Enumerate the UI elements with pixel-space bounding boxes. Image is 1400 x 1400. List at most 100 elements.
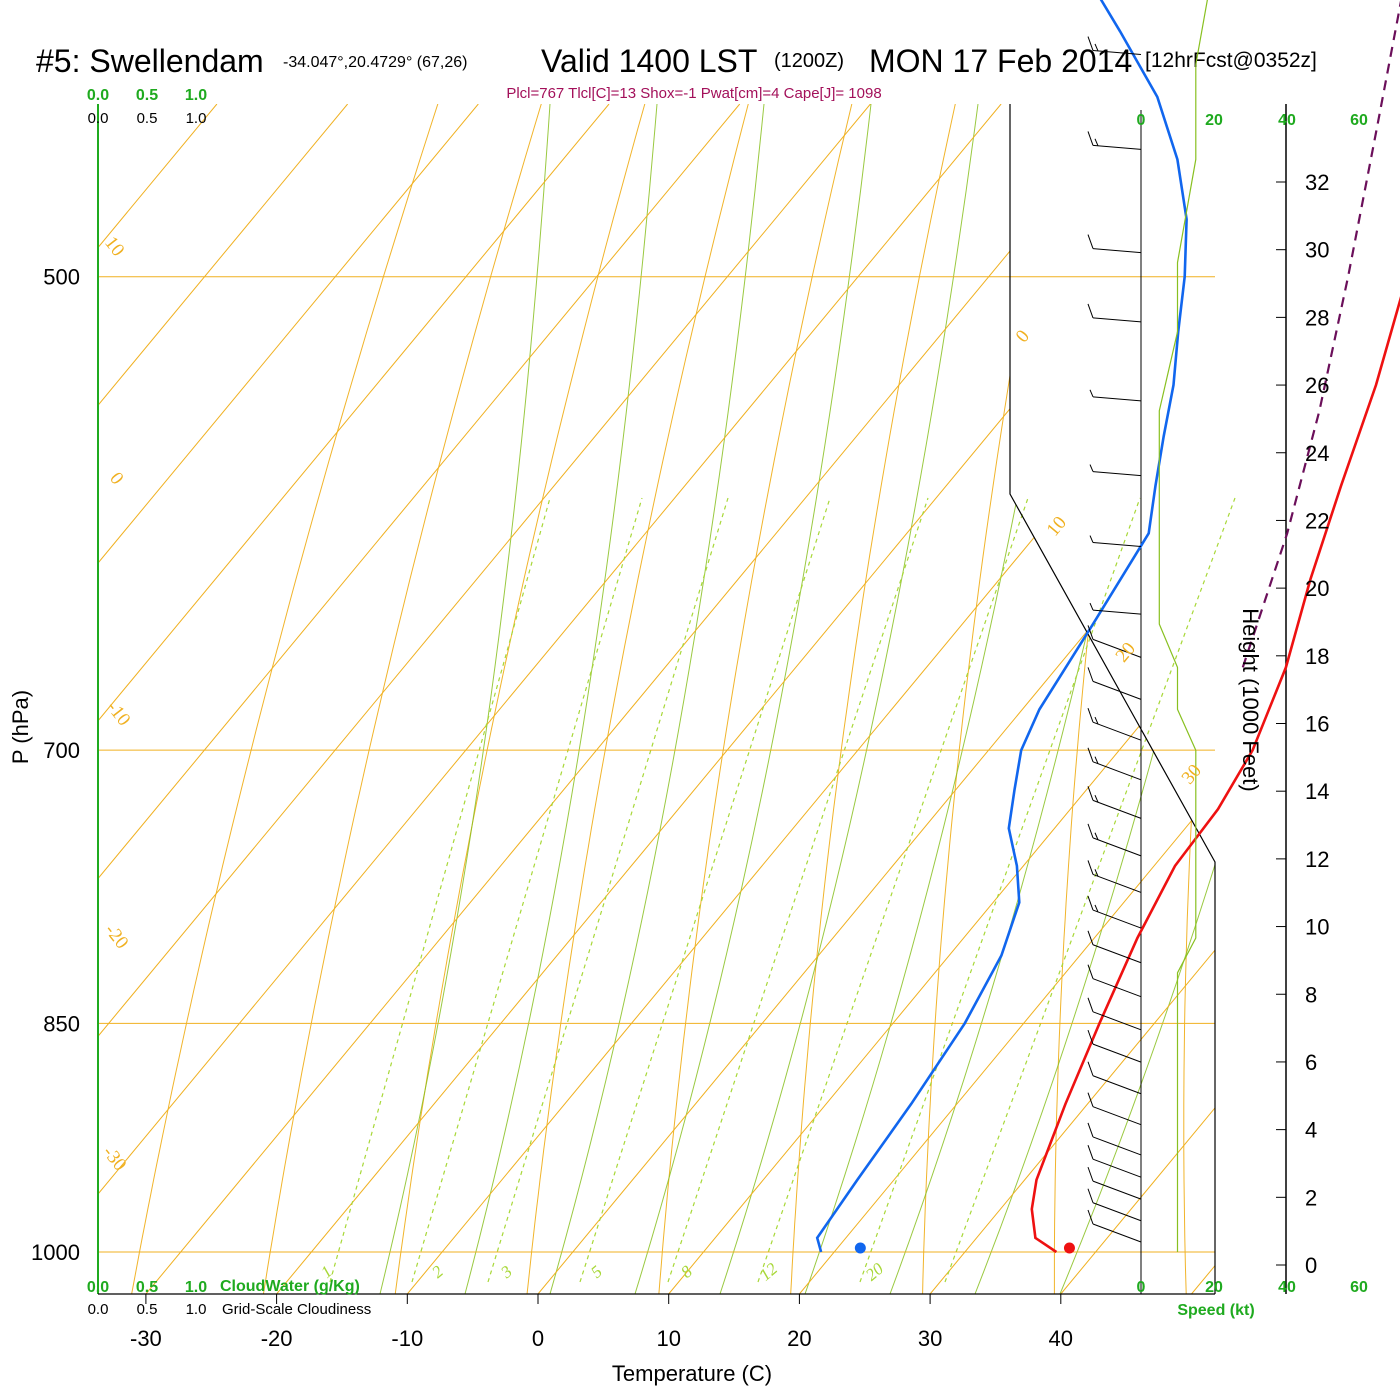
isobars: [98, 276, 1215, 1253]
height-tick-label: 8: [1305, 982, 1317, 1007]
cloudiness-tick-bottom: 1.0: [186, 1301, 207, 1318]
isotherm-label: 30: [1178, 760, 1206, 788]
dry-adiabat-line: [391, 104, 927, 1294]
height-tick-label: 18: [1305, 644, 1329, 669]
cloudwater-tick-bottom: 0.0: [87, 1279, 109, 1296]
x-tick-label: 40: [1049, 1326, 1073, 1351]
speed-tick-top: 0: [1137, 112, 1146, 129]
dewpoint-profile-line: [815, 0, 1188, 1253]
wind-barb-staff: [1092, 1075, 1142, 1095]
isotherm-label: 0: [105, 468, 127, 488]
wind-barb-staff: [1092, 978, 1142, 998]
wind-barb-staff: [1092, 1043, 1142, 1063]
wind-barb-staff: [1092, 471, 1142, 477]
pressure-tick-label: 500: [43, 265, 80, 290]
wind-barb-staff: [1092, 799, 1142, 819]
wind-barb-flag: [1087, 707, 1094, 723]
height-tick-label: 6: [1305, 1050, 1317, 1075]
height-tick-label: 20: [1305, 576, 1329, 601]
isotherm-label: 20: [1112, 638, 1140, 666]
isotherm-label: -30: [98, 1142, 130, 1175]
mixing-ratio-label: 20: [862, 1259, 888, 1285]
wind-barb-flag: [1087, 1145, 1094, 1160]
isotherm-line: [1322, 104, 1400, 1294]
isotherm-line: [98, 104, 349, 1294]
utc-time: (1200Z): [774, 50, 844, 72]
height-tick-label: 26: [1305, 373, 1329, 398]
x-tick-label: -10: [391, 1326, 423, 1351]
wind-barb-staff: [1092, 248, 1142, 254]
forecast-info: [12hrFcst@0352z]: [1145, 49, 1317, 72]
isotherm-line: [276, 104, 1215, 1294]
height-tick-label: 28: [1305, 305, 1329, 330]
wind-barb-flag: [1087, 1209, 1094, 1225]
mixing-ratio-line: [667, 497, 929, 1283]
cloudiness-tick-top: 0.5: [137, 110, 158, 127]
cloudiness-tick-bottom: 0.0: [88, 1301, 109, 1318]
y-axis-label: P (hPa): [8, 690, 33, 764]
wind-barb-staff: [1092, 396, 1142, 402]
wind-barb-staff: [1092, 721, 1142, 741]
dry-adiabat-line: [258, 104, 840, 1294]
speed-tick-top: 40: [1278, 112, 1296, 129]
isotherm-line: [98, 104, 871, 1294]
mixing-ratio-line: [579, 497, 831, 1283]
wind-barb-flag: [1087, 1166, 1094, 1182]
dry-adiabat-line: [656, 104, 1100, 1294]
wind-barb-staff: [1092, 680, 1142, 700]
isotherm-label: -10: [102, 697, 134, 730]
moist-adiabat-line: [1059, 104, 1215, 1294]
wind-barb-half-flag: [1094, 795, 1099, 803]
speed-tick-bottom: 0: [1137, 1279, 1146, 1296]
height-tick-label: 4: [1305, 1118, 1317, 1143]
cloud-scales: 0.0 0.0 0.5 0.5 1.0 1.0 0.0 0.0 0.5 0.5 1.0 1.0 Clou…: [87, 87, 371, 1318]
moist-adiabat-line: [804, 104, 1086, 1294]
wind-barb-flag: [1087, 625, 1094, 640]
isotherm-label: 10: [1043, 512, 1071, 540]
x-axis-label: Temperature (C): [612, 1361, 772, 1386]
wind-barb-flag: [1087, 1029, 1094, 1045]
height-tick-label: 22: [1305, 508, 1329, 533]
mixing-ratio-label: 3: [496, 1262, 515, 1283]
dry-adiabat-line: [788, 104, 1187, 1294]
height-axis-label: Height (1000 Feet): [1238, 608, 1263, 791]
wind-barbs: [1087, 36, 1142, 1243]
mixing-ratio-label: 2: [428, 1261, 447, 1281]
pressure-tick-label: 700: [43, 738, 80, 763]
wind-barb-flag: [1087, 234, 1094, 249]
isotherm-label: -20: [100, 920, 132, 953]
height-tick-label: 14: [1305, 779, 1329, 804]
x-tick-label: 20: [787, 1326, 811, 1351]
wind-barb-flag: [1087, 823, 1094, 839]
wind-barb-staff: [1092, 50, 1142, 56]
wind-barb-staff: [1092, 837, 1142, 857]
dry-adiabat-line: [523, 104, 1014, 1294]
isotherm-line: [668, 104, 1215, 1294]
wind-barb-flag: [1087, 930, 1094, 945]
speed-tick-bottom: 20: [1205, 1279, 1223, 1296]
isotherms: [98, 104, 1400, 1294]
moist-adiabat-line: [464, 104, 658, 1294]
wind-barb-half-flag: [1089, 602, 1094, 611]
pressure-tick-label: 850: [43, 1011, 80, 1036]
mixing-ratio-line: [411, 497, 643, 1283]
x-tick-label: -20: [261, 1326, 293, 1351]
isotherm-line: [1060, 104, 1215, 1294]
mixing-ratio-line: [487, 497, 729, 1283]
wind-barb-flag: [1087, 131, 1094, 146]
wind-barb-flag: [1087, 997, 1094, 1012]
mixing-ratio-lines: [329, 497, 1236, 1283]
wind-barb-flag: [1087, 786, 1094, 801]
wind-barb-staff: [1092, 609, 1142, 615]
wind-barb-staff: [1092, 873, 1142, 893]
speed-tick-bottom: 40: [1278, 1279, 1296, 1296]
mixing-ratio-line: [329, 497, 551, 1283]
isotherm-line: [98, 104, 741, 1294]
cloudwater-tick-top: 1.0: [185, 87, 207, 104]
isotherm-line: [799, 104, 1215, 1294]
x-tick-label: 10: [656, 1326, 680, 1351]
cloudwater-tick-bottom: 0.5: [136, 1279, 158, 1296]
wind-barb-staff: [1092, 638, 1142, 658]
wind-barb-flag: [1087, 1188, 1094, 1203]
